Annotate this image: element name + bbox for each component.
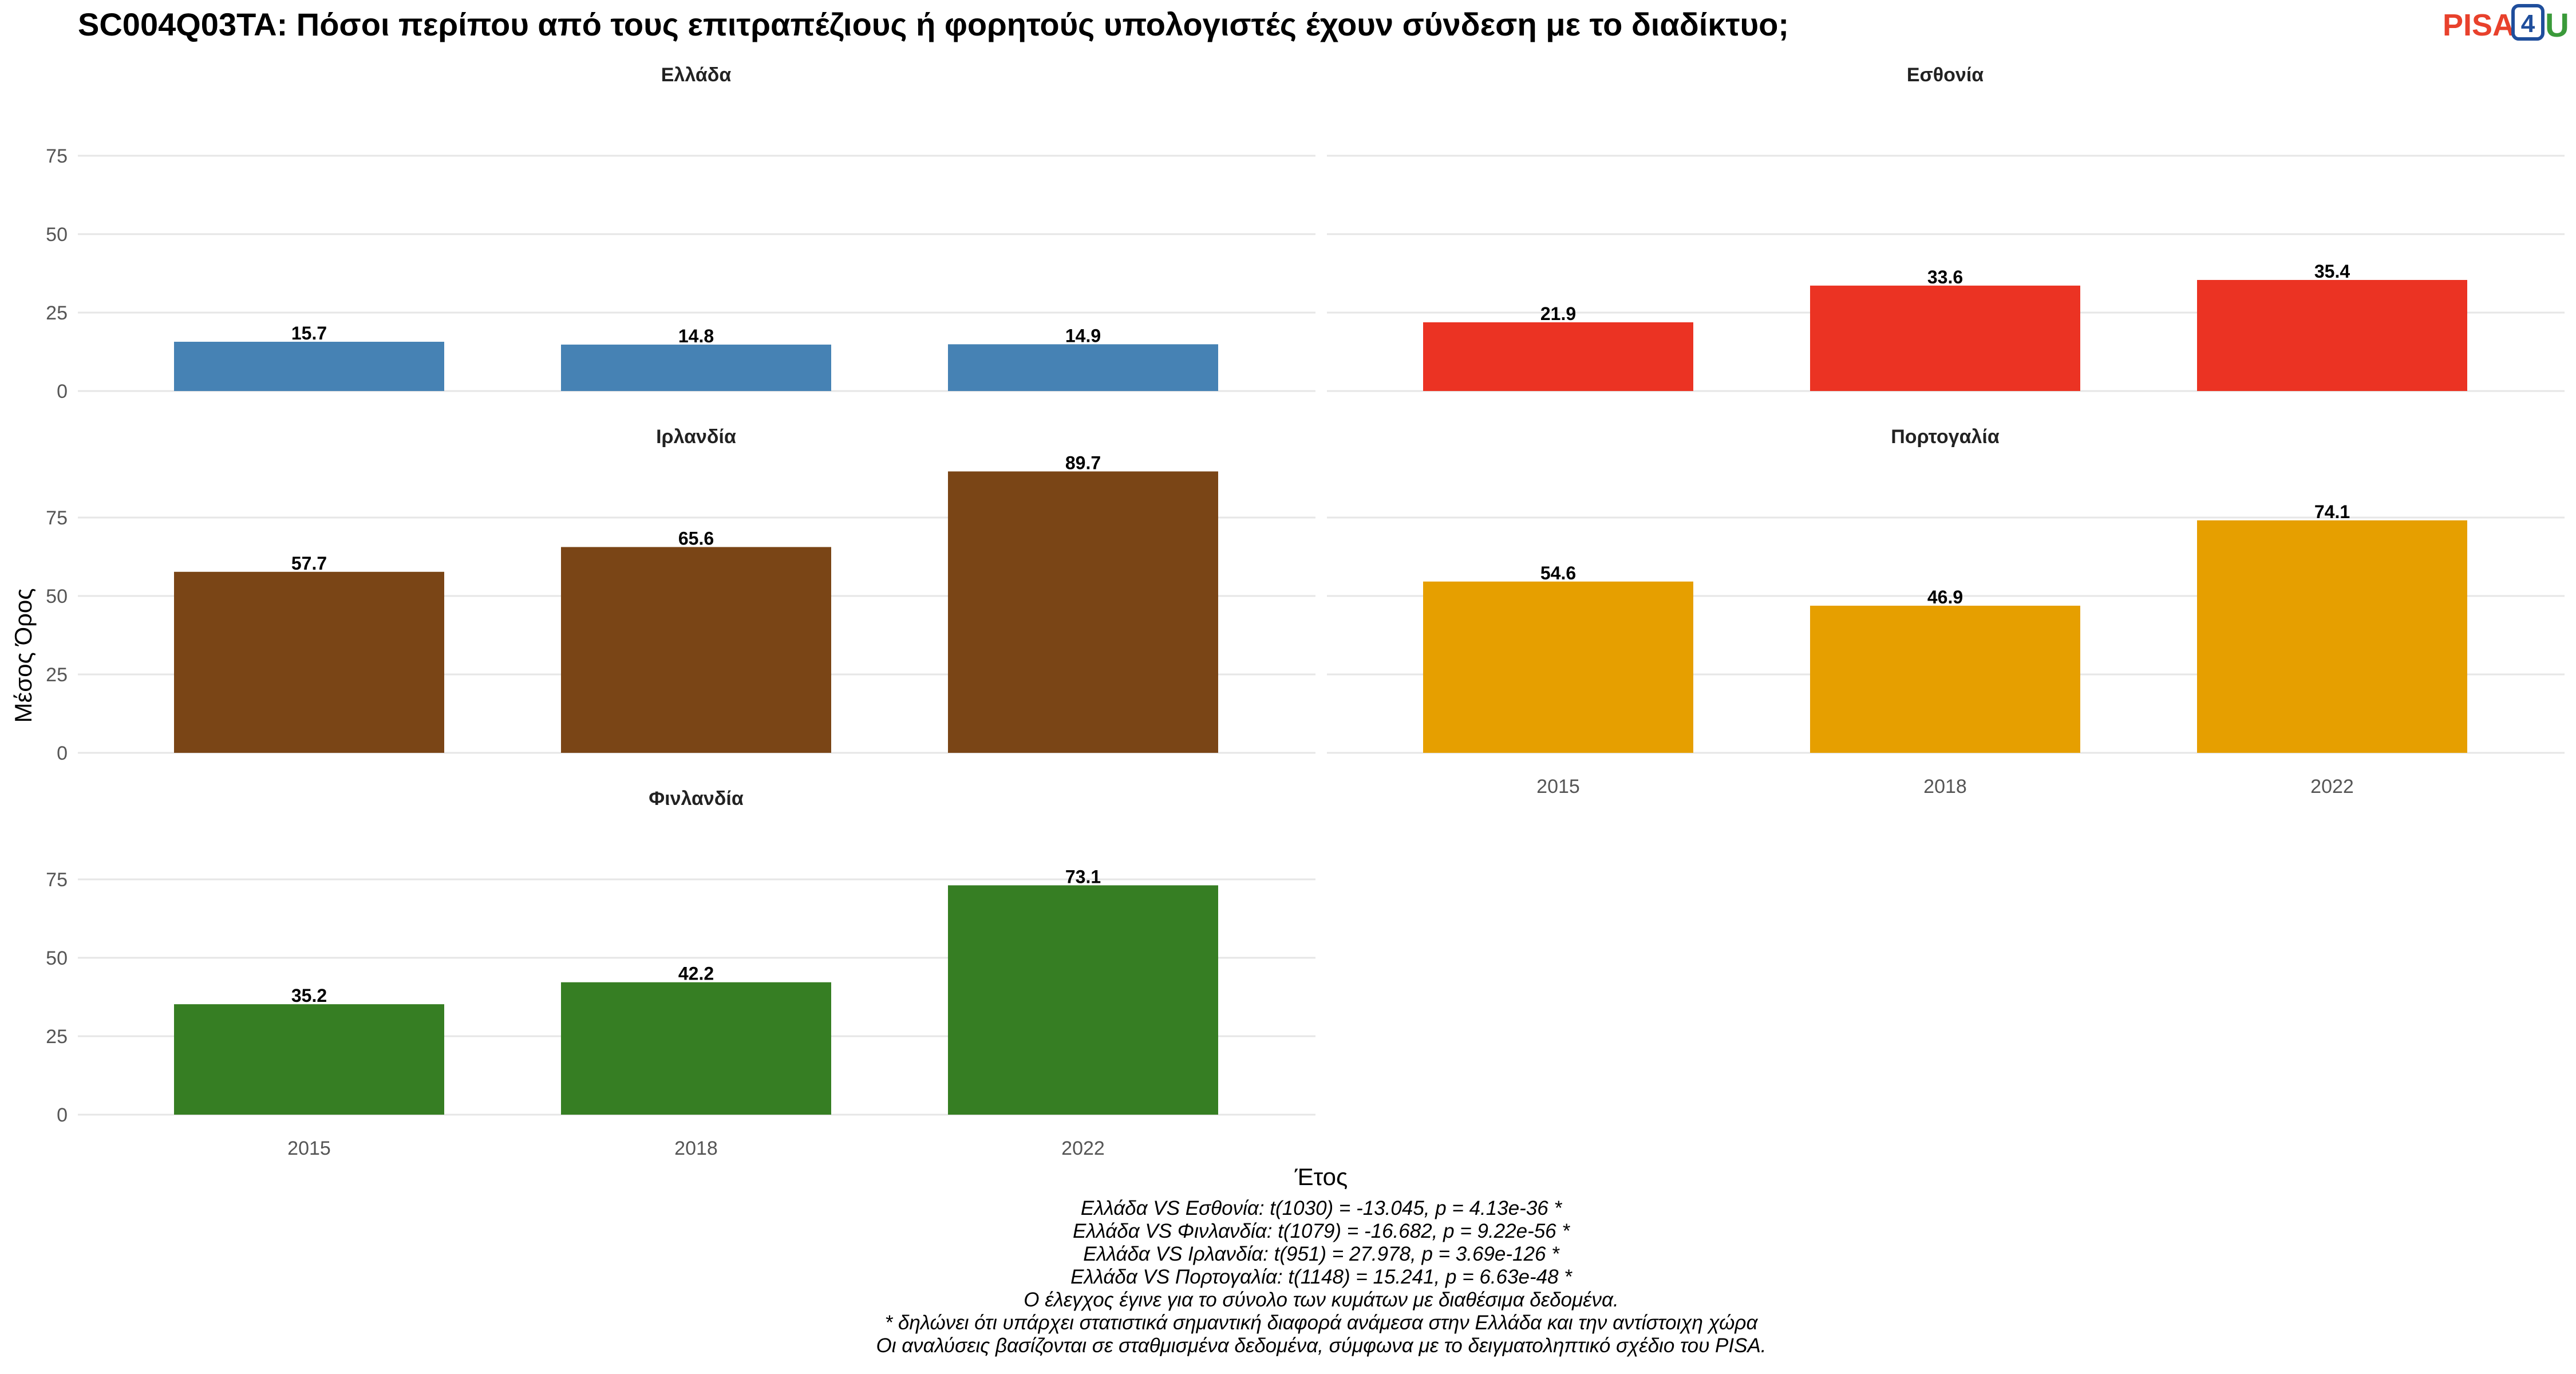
panel-title: Πορτογαλία	[1891, 426, 2000, 448]
y-tick-label: 50	[46, 947, 68, 969]
y-tick-label: 50	[46, 586, 68, 607]
bar	[1810, 605, 2080, 753]
footnote-line: Ελλάδα VS Εσθονία: t(1030) = -13.045, p …	[1081, 1197, 1563, 1219]
bar	[174, 1004, 444, 1115]
x-tick-label: 2018	[674, 1138, 718, 1159]
bar-value-label: 21.9	[1540, 303, 1576, 324]
bar	[948, 471, 1218, 753]
x-tick-label: 2022	[1061, 1138, 1105, 1159]
x-tick-label: 2022	[2310, 776, 2354, 797]
bar	[561, 547, 831, 753]
panel: Εσθονία 21.9 33.6 35.4	[1327, 64, 2565, 392]
bar-value-label: 89.7	[1065, 452, 1101, 473]
footnote-line: Ελλάδα VS Ιρλανδία: t(951) = 27.978, p =…	[1083, 1243, 1560, 1265]
bar-value-label: 42.2	[678, 964, 714, 984]
facet-panels: Ελλάδα 0 25 50 75 15.7 14.8 14.9 Εσθονία 21.9 33.6…	[46, 64, 2565, 1159]
y-tick-label: 50	[46, 224, 68, 246]
bar	[2197, 520, 2467, 753]
footnote-line: Οι αναλύσεις βασίζονται σε σταθμισμένα δ…	[876, 1334, 1766, 1357]
bar-value-label: 65.6	[678, 528, 714, 549]
bar-value-label: 54.6	[1540, 563, 1576, 583]
bar	[1810, 285, 2080, 391]
bar	[174, 571, 444, 753]
bar-value-label: 33.6	[1927, 267, 1963, 287]
footnote-line: * δηλώνει ότι υπάρχει στατιστικά σημαντι…	[885, 1312, 1759, 1334]
footnote-line: Ελλάδα VS Φινλανδία: t(1079) = -16.682, …	[1073, 1220, 1570, 1242]
y-tick-label: 75	[46, 145, 68, 167]
bar	[1423, 581, 1693, 753]
panel-title: Ιρλανδία	[656, 426, 736, 448]
bar-value-label: 35.4	[2314, 261, 2350, 282]
bar-value-label: 57.7	[291, 553, 327, 574]
bar-value-label: 35.2	[291, 985, 327, 1006]
bar	[1423, 322, 1693, 391]
y-tick-label: 0	[57, 1104, 68, 1126]
footnote-line: Ελλάδα VS Πορτογαλία: t(1148) = 15.241, …	[1070, 1266, 1573, 1288]
footnotes: Ελλάδα VS Εσθονία: t(1030) = -13.045, p …	[876, 1197, 1766, 1357]
logo-four-text: 4	[2521, 10, 2535, 38]
logo-pisa-text: PISA	[2443, 8, 2515, 42]
bar-value-label: 14.9	[1065, 325, 1101, 346]
panel: Ελλάδα 0 25 50 75 15.7 14.8 14.9	[46, 64, 1315, 402]
logo: PISA 4 U	[2443, 4, 2569, 44]
chart-title: SC004Q03TA: Πόσοι περίπου από τους επιτρ…	[78, 6, 1789, 42]
x-tick-label: 2015	[1536, 776, 1580, 797]
panel: Φινλανδία 0 25 50 75 35.2 2015 42.2 2018 73.1 2022	[46, 788, 1315, 1159]
panel-title: Εσθονία	[1907, 64, 1984, 86]
logo-box	[2511, 4, 2545, 41]
y-tick-label: 0	[57, 743, 68, 764]
panel-title: Φινλανδία	[649, 788, 744, 810]
x-axis-title: Έτος	[1294, 1163, 1348, 1190]
y-tick-label: 25	[46, 302, 68, 324]
bar-value-label: 14.8	[678, 326, 714, 346]
bar-value-label: 15.7	[291, 323, 327, 344]
y-tick-label: 75	[46, 507, 68, 529]
bar	[174, 341, 444, 391]
logo-u-text: U	[2545, 7, 2569, 44]
bar	[948, 885, 1218, 1115]
bar	[561, 344, 831, 391]
y-tick-label: 75	[46, 869, 68, 891]
x-tick-label: 2015	[287, 1138, 331, 1159]
x-tick-label: 2018	[1923, 776, 1967, 797]
y-tick-label: 0	[57, 381, 68, 402]
panel-title: Ελλάδα	[661, 64, 732, 86]
y-tick-label: 25	[46, 1026, 68, 1048]
y-axis-title: Μέσος Όρος	[10, 589, 37, 723]
bar	[948, 344, 1218, 391]
bar	[2197, 280, 2467, 391]
bar-value-label: 74.1	[2314, 502, 2350, 522]
bar-value-label: 46.9	[1927, 587, 1963, 607]
y-tick-label: 25	[46, 664, 68, 686]
footnote-line: Ο έλεγχος έγινε για το σύνολο των κυμάτω…	[1024, 1289, 1619, 1311]
bar-value-label: 73.1	[1065, 866, 1101, 887]
panel: Ιρλανδία 0 25 50 75 57.7 65.6 89.7	[46, 426, 1315, 764]
panel: Πορτογαλία 54.6 2015 46.9 2018 74.1 2022	[1327, 426, 2565, 797]
bar	[561, 982, 831, 1115]
